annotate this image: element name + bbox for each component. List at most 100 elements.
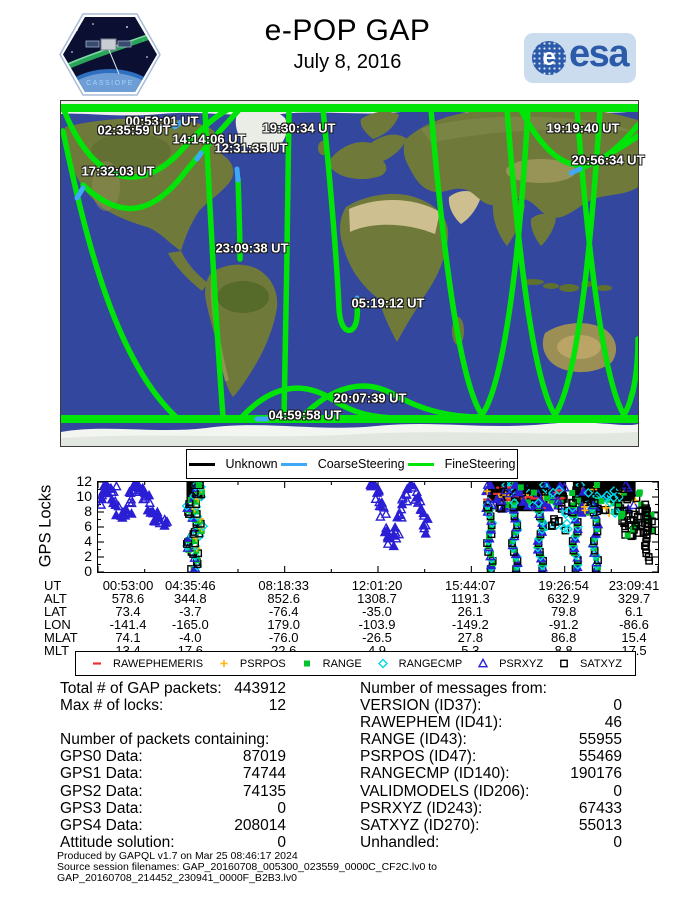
stat-value: 0 [277,833,286,851]
marker-range [487,515,494,522]
marker-psrxyz [113,500,124,511]
marker-range [485,506,492,513]
marker-psrxyz [388,540,399,551]
stat-row: VALIDMODELS (ID206): 0 [360,783,622,800]
marker-satxyz [569,499,577,507]
marker-range [573,521,580,528]
marker-range [548,497,555,504]
marker-legend-item: SATXYZ [556,657,622,670]
map-time-label: 23:09:38 UT [215,240,289,256]
marker-rangecmp [610,508,621,519]
steering-legend-item: Unknown [188,457,278,471]
stat-value: 208014 [234,816,286,834]
marker-range [624,532,631,539]
marker-range [536,533,543,540]
stat-label: Unhandled: [360,833,440,851]
table-cell: -86.6 [619,616,649,632]
marker-range [538,515,545,522]
marker-psrxyz [140,493,151,503]
marker-range [570,540,577,547]
stat-row: PSRXYZ (ID243): 67433 [360,800,622,817]
marker-psrxyz [477,657,489,668]
marker-range [594,526,601,533]
marker-range [572,530,579,537]
marker-psrxyz [395,508,406,519]
marker-satxyz [609,483,618,492]
table-cell: 12:01:20 [351,578,403,593]
marker-range [524,499,531,506]
y-tick-label: 4 [84,533,92,549]
marker-rangecmp [198,521,209,532]
marker-range [593,482,600,488]
stat-label: PSRXYZ (ID243): [360,799,483,817]
marker-rangecmp [583,487,594,498]
table-row-label: UT [44,578,62,593]
patch-title: CASSIOPE [86,80,134,87]
marker-psrxyz [500,484,511,495]
stat-value: 443912 [234,680,286,697]
table-cell: -149.2 [451,616,489,632]
stat-label: RAWEPHEM (ID41): [360,714,503,732]
table-cell: 179.0 [267,616,300,632]
marker-range [505,501,512,508]
marker-psrxyz [510,482,521,489]
marker-legend-item: RANGECMP [375,657,462,670]
table-row-label: MLT [44,642,70,658]
map-continents [65,108,638,403]
marker-legend-icon-psrxyz [477,657,489,668]
table-cell: -4.0 [179,629,202,645]
table-cell: 578.6 [111,590,145,606]
stat-row: GPS1 Data: 74744 [60,765,286,782]
table-cell: 04:35:46 [164,578,216,593]
marker-rangecmp [533,498,544,508]
marker-range [534,542,541,549]
marker-psrxyz [572,552,583,562]
table-cell: 344.8 [174,590,207,606]
stat-value: 55955 [578,731,622,749]
footer-line: Source session filenames: GAP_20160708_0… [57,861,438,873]
marker-legend-label: RAWEPHEMERIS [113,657,204,670]
steering-legend-item: CoarseSteering [280,457,405,471]
marker-rangecmp [563,524,574,535]
marker-rangecmp [377,658,388,669]
marker-rangecmp [601,490,612,501]
marker-psrxyz [98,499,107,509]
marker-range [514,520,521,527]
stat-value: 0 [613,782,622,800]
stat-row: Attitude solution: 0 [60,834,286,851]
steering-line-sample [188,462,215,466]
marker-rangecmp [554,485,565,496]
stat-value: 0 [613,833,622,851]
marker-rangecmp [608,492,619,503]
marker-range [510,546,517,553]
table-cell: -76.4 [268,603,299,619]
marker-psrxyz [120,503,131,514]
marker-legend-icon-range [303,660,310,667]
marker-range [574,559,581,566]
y-tick-label: 2 [84,548,92,564]
marker-psrxyz [412,497,424,507]
stat-label: Total # of GAP packets: [60,680,222,697]
marker-psrpos [220,660,228,667]
table-cell: 15:44:07 [444,578,496,593]
marker-satxyz [614,484,623,493]
stat-row: GPS4 Data: 208014 [60,817,286,834]
steering-legend-label: Unknown [225,457,278,471]
marker-range [544,495,551,502]
marker-satxyz [551,518,559,526]
marker-psrxyz [491,493,503,504]
marker-rangecmp [560,506,571,517]
marker-legend-item: PSRPOS [216,657,286,670]
marker-psrxyz [370,493,381,503]
marker-range [619,510,626,517]
stat-value: 46 [604,714,622,732]
table-cell: 1191.3 [450,590,490,606]
marker-satxyz [630,510,639,519]
report-header: e-POP GAP July 8, 2016 [0,14,695,74]
y-tick-label: 0 [84,563,92,579]
marker-range [570,502,577,509]
marker-psrxyz [381,525,392,536]
marker-psrxyz [373,486,384,496]
map-time-labels: 00:53:01 UT 02:35:59 UT 19:30:34 UT 14:14:0… [61,101,645,446]
